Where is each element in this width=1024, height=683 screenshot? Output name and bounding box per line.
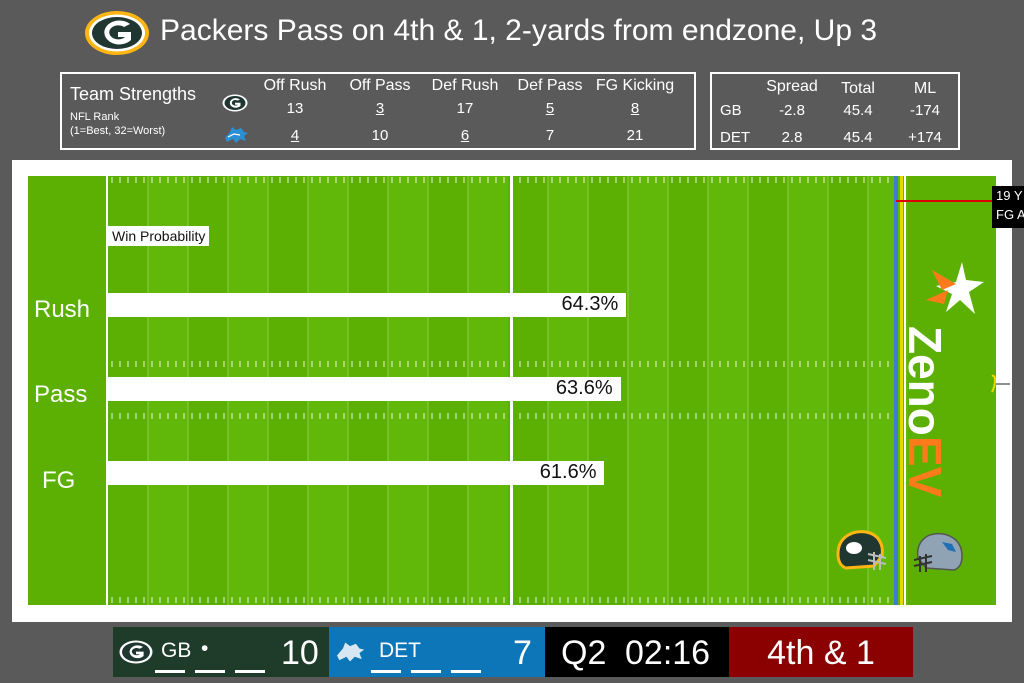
goal-line-right <box>904 176 906 605</box>
gb-strength-rank: 8 <box>630 100 640 117</box>
gb-timeout-1 <box>155 670 185 673</box>
brand-zeno: Zeno <box>899 326 951 436</box>
gb-odds-value: -2.8 <box>779 102 805 119</box>
packers-logo <box>85 11 149 55</box>
strengths-title: Team Strengths <box>70 84 197 104</box>
strengths-subtitle-scale: (1=Best, 32=Worst) <box>70 125 166 137</box>
line-of-scrimmage <box>894 176 898 605</box>
lions-score-icon <box>337 642 365 662</box>
scoreboard-gb: GB • 10 <box>113 627 329 677</box>
fg-attempt-box: 19 Y FG A <box>992 186 1024 228</box>
lions-small-icon <box>225 127 248 143</box>
field-stripe <box>628 176 668 605</box>
odds-col-header: Spread <box>766 78 818 95</box>
brand-ev: EV <box>899 435 951 498</box>
zenoev-star-icon <box>926 262 984 314</box>
goalpost-icon <box>991 374 1010 393</box>
fg-box-line2: FG A <box>996 207 1024 222</box>
det-timeout-1 <box>371 670 401 673</box>
field-stripe <box>668 176 708 605</box>
strengths-subtitle-rank: NFL Rank <box>70 111 120 123</box>
strength-col-header: Off Pass <box>349 77 411 94</box>
scoreboard-det: DET 7 <box>329 627 545 677</box>
gb-abbr: GB <box>161 639 192 662</box>
field-stripe <box>708 176 748 605</box>
det-odds-value: +174 <box>908 129 942 146</box>
fg-label: FG <box>42 467 76 494</box>
det-odds-value: 2.8 <box>781 129 803 146</box>
gb-odds-value: 45.4 <box>843 102 873 119</box>
page-title: Packers Pass on 4th & 1, 2-yards from en… <box>160 14 878 47</box>
field-stripe <box>788 176 828 605</box>
strength-col-header: Def Rush <box>431 77 499 94</box>
det-score: 7 <box>513 634 532 672</box>
gb-strength-rank: 5 <box>545 100 555 117</box>
packers-small-icon <box>222 94 248 112</box>
det-odds-value: 45.4 <box>843 129 873 146</box>
zenoev-wordmark: ZenoEV <box>898 326 952 497</box>
win-prob-bar-pass <box>108 377 621 401</box>
lions-helmet-icon <box>913 532 963 572</box>
win-probability-label: Win Probability <box>108 226 210 246</box>
odds-team-label: GB <box>720 102 742 119</box>
strength-col-header: Off Rush <box>263 77 327 94</box>
gb-strength-rank: 3 <box>375 100 385 117</box>
win-prob-value-fg: 61.6% <box>539 461 597 483</box>
det-abbr: DET <box>379 639 421 662</box>
win-prob-bar-fg <box>108 461 605 485</box>
gb-odds-value: -174 <box>909 102 941 119</box>
quarter: Q2 <box>561 634 607 672</box>
win-prob-value-rush: 64.3% <box>561 293 619 315</box>
first-down-line <box>900 176 903 605</box>
odds-col-header: Total <box>841 80 875 97</box>
det-strength-rank: 6 <box>460 127 470 144</box>
packers-score-icon <box>119 640 153 664</box>
gb-score: 10 <box>281 634 319 672</box>
scoreboard-down: 4th & 1 <box>729 627 913 677</box>
football-field: ZenoEV Rush Pass FG 64.3% 63.6% 61.6% <box>28 176 996 605</box>
gb-timeout-3 <box>235 670 265 673</box>
det-timeout-2 <box>411 670 441 673</box>
field-stripe <box>748 176 788 605</box>
down-distance: 4th & 1 <box>767 634 875 672</box>
rush-label: Rush <box>34 296 91 323</box>
team-strengths-panel: Team Strengths NFL Rank (1=Best, 32=Wors… <box>60 72 696 150</box>
det-strength-rank: 21 <box>626 127 644 144</box>
det-strength-rank: 7 <box>545 127 555 144</box>
gb-strength-rank: 17 <box>456 100 474 117</box>
odds-col-header: ML <box>913 80 937 97</box>
win-prob-value-pass: 63.6% <box>555 377 613 399</box>
det-strength-rank: 4 <box>290 127 300 144</box>
strength-col-header: FG Kicking <box>595 77 675 94</box>
gb-timeout-2 <box>195 670 225 673</box>
pass-label: Pass <box>34 381 88 408</box>
odds-team-label: DET <box>720 129 750 146</box>
fg-distance-marker <box>896 200 996 202</box>
goal-line <box>106 176 108 605</box>
strength-col-header: Def Pass <box>517 77 583 94</box>
gb-strength-rank: 13 <box>286 100 304 117</box>
betting-odds-panel: Spread -2.8 2.8 Total 45.4 45.4 ML -174 +174 GB DE… <box>710 72 960 150</box>
possession-indicator: • <box>201 637 209 660</box>
win-prob-bar-rush <box>108 293 627 317</box>
det-timeout-3 <box>451 670 481 673</box>
scoreboard-clock: Q2 02:16 <box>545 627 729 677</box>
det-strength-rank: 10 <box>371 127 389 144</box>
packers-helmet-icon <box>836 530 887 570</box>
fg-box-line1: 19 Y <box>996 188 1023 203</box>
game-clock: 02:16 <box>625 634 711 672</box>
zenoev-brand: ZenoEV <box>899 326 996 526</box>
